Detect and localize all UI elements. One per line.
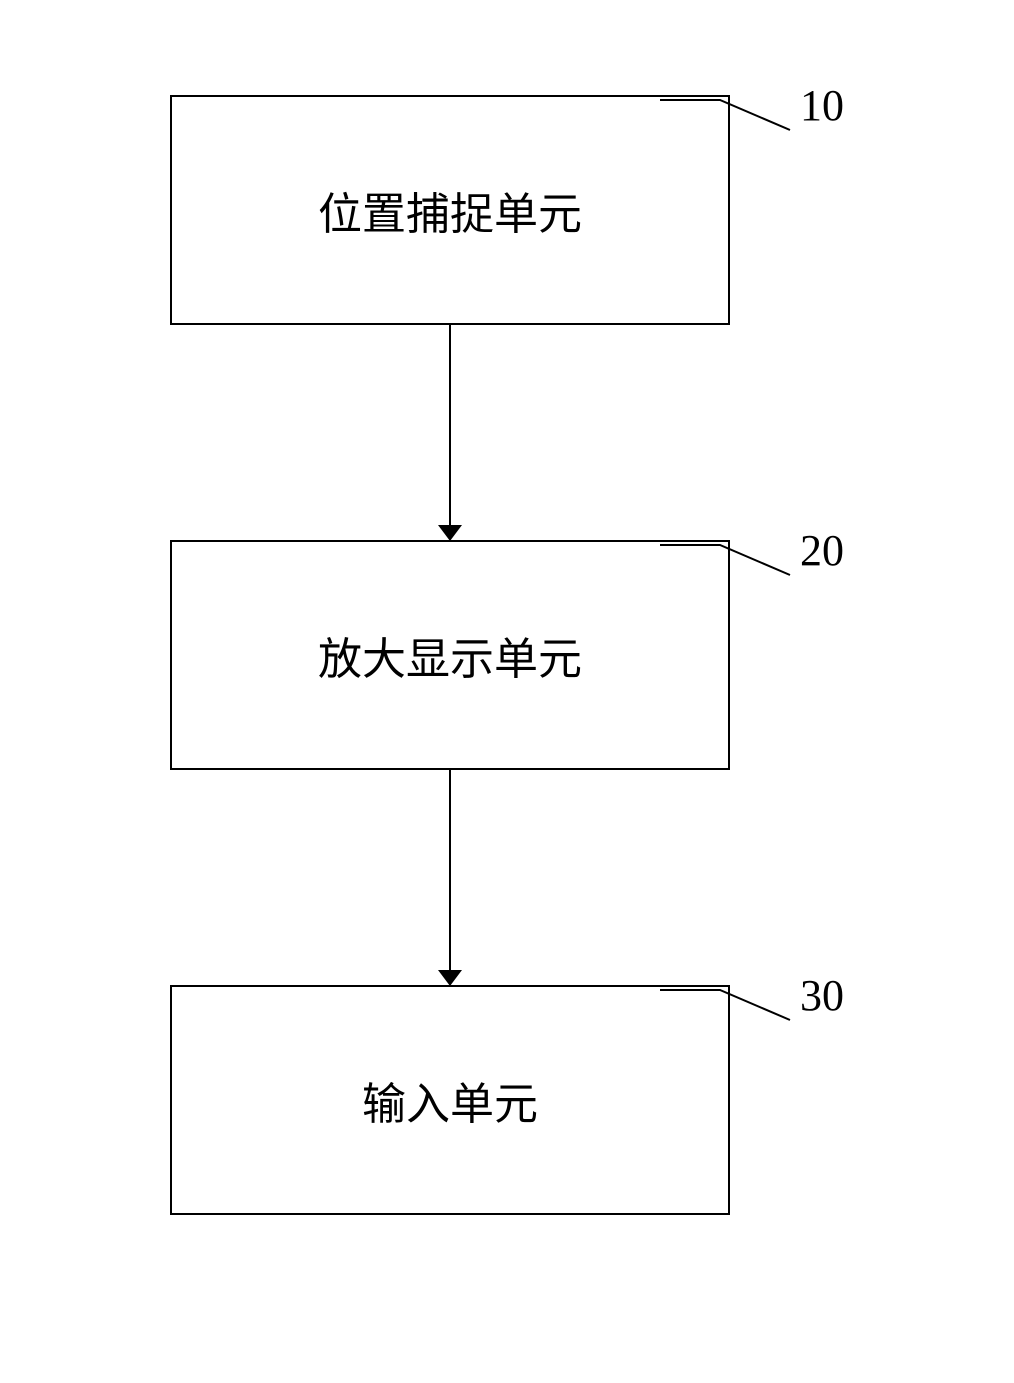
arrow-2-3: [449, 770, 451, 970]
callout-label-2: 20: [800, 525, 844, 576]
callout-label-3: 30: [800, 970, 844, 1021]
callout-label-1: 10: [800, 80, 844, 131]
callout-line-2: [660, 525, 810, 575]
callout-line-1: [660, 80, 810, 130]
box-zoom-display: 放大显示单元: [170, 540, 730, 770]
arrow-1-2: [449, 325, 451, 525]
arrowhead-2-3: [438, 970, 462, 986]
arrowhead-1-2: [438, 525, 462, 541]
box-input: 输入单元: [170, 985, 730, 1215]
callout-line-3: [660, 970, 810, 1020]
box-label: 位置捕捉单元: [318, 178, 582, 242]
box-label: 放大显示单元: [318, 623, 582, 687]
box-position-capture: 位置捕捉单元: [170, 95, 730, 325]
box-label: 输入单元: [362, 1068, 538, 1132]
